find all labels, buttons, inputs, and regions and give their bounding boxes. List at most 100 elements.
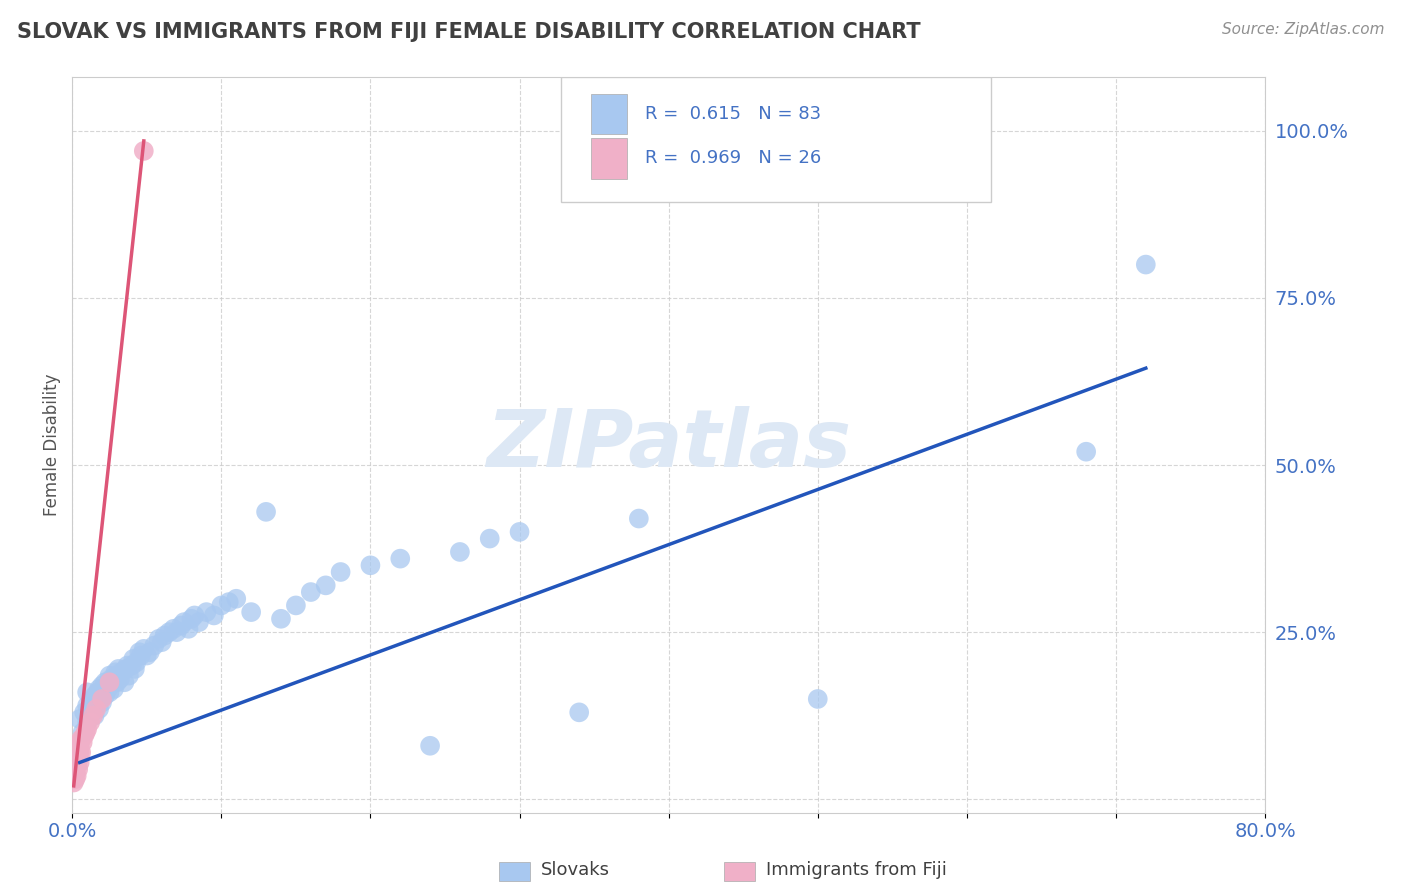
- Point: [94, 689, 117, 703]
- Point: [90, 692, 112, 706]
- Point: [150, 635, 173, 649]
- Point: [121, 658, 143, 673]
- Point: [63, 772, 86, 787]
- Point: [284, 599, 307, 613]
- Point: [315, 578, 337, 592]
- Point: [173, 615, 195, 629]
- Point: [66, 769, 89, 783]
- Point: [195, 605, 218, 619]
- Point: [100, 672, 122, 686]
- Point: [107, 662, 129, 676]
- Point: [87, 702, 110, 716]
- Point: [70, 746, 93, 760]
- Point: [225, 591, 247, 606]
- Point: [76, 722, 98, 736]
- Text: SLOVAK VS IMMIGRANTS FROM FIJI FEMALE DISABILITY CORRELATION CHART: SLOVAK VS IMMIGRANTS FROM FIJI FEMALE DI…: [17, 22, 921, 42]
- Bar: [591, 138, 627, 178]
- Point: [419, 739, 441, 753]
- Point: [1076, 444, 1098, 458]
- Point: [69, 735, 91, 749]
- Point: [70, 732, 93, 747]
- Text: Slovaks: Slovaks: [541, 861, 610, 879]
- Point: [96, 679, 118, 693]
- Point: [69, 742, 91, 756]
- Point: [254, 505, 277, 519]
- Point: [63, 765, 86, 780]
- Point: [117, 658, 139, 673]
- Point: [69, 756, 91, 770]
- Point: [108, 672, 131, 686]
- Point: [104, 665, 127, 680]
- Text: R =  0.615   N = 83: R = 0.615 N = 83: [645, 105, 821, 123]
- Point: [359, 558, 381, 573]
- Point: [69, 712, 91, 726]
- Point: [93, 685, 115, 699]
- Point: [73, 706, 96, 720]
- Point: [79, 715, 101, 730]
- Point: [202, 608, 225, 623]
- Point: [105, 668, 128, 682]
- Point: [128, 645, 150, 659]
- Point: [84, 702, 107, 716]
- Point: [84, 698, 107, 713]
- Point: [218, 595, 240, 609]
- Point: [129, 648, 152, 663]
- Point: [153, 628, 176, 642]
- Point: [82, 692, 104, 706]
- Point: [115, 662, 138, 676]
- Point: [240, 605, 263, 619]
- Point: [124, 662, 146, 676]
- Point: [183, 608, 205, 623]
- Bar: [591, 94, 627, 135]
- Point: [170, 618, 193, 632]
- Point: [209, 599, 232, 613]
- Point: [80, 695, 103, 709]
- Point: [389, 551, 412, 566]
- Point: [76, 715, 98, 730]
- Point: [91, 692, 114, 706]
- Point: [122, 652, 145, 666]
- Point: [76, 698, 98, 713]
- Point: [568, 706, 591, 720]
- Point: [188, 615, 211, 629]
- Y-axis label: Female Disability: Female Disability: [44, 374, 60, 516]
- Point: [143, 639, 166, 653]
- Point: [449, 545, 471, 559]
- Point: [478, 532, 501, 546]
- Point: [91, 695, 114, 709]
- Text: ZIPatlas: ZIPatlas: [486, 406, 851, 484]
- Point: [87, 681, 110, 696]
- Point: [86, 685, 108, 699]
- Point: [83, 708, 105, 723]
- Point: [125, 655, 148, 669]
- Point: [66, 756, 89, 770]
- Point: [118, 668, 141, 682]
- Point: [67, 752, 90, 766]
- Point: [101, 675, 124, 690]
- Point: [112, 675, 135, 690]
- Point: [157, 625, 180, 640]
- FancyBboxPatch shape: [561, 78, 991, 202]
- Point: [132, 641, 155, 656]
- Point: [1135, 258, 1157, 272]
- Point: [79, 706, 101, 720]
- Point: [299, 585, 322, 599]
- Point: [72, 735, 94, 749]
- Point: [177, 622, 200, 636]
- Point: [91, 679, 114, 693]
- Point: [135, 648, 157, 663]
- Point: [110, 665, 132, 680]
- Point: [509, 524, 531, 539]
- Point: [83, 689, 105, 703]
- Point: [76, 685, 98, 699]
- Point: [270, 612, 292, 626]
- Point: [329, 565, 352, 579]
- Point: [72, 725, 94, 739]
- Point: [94, 675, 117, 690]
- Point: [69, 746, 91, 760]
- Point: [180, 612, 202, 626]
- Point: [67, 762, 90, 776]
- Point: [69, 739, 91, 753]
- Point: [82, 708, 104, 723]
- Point: [166, 625, 188, 640]
